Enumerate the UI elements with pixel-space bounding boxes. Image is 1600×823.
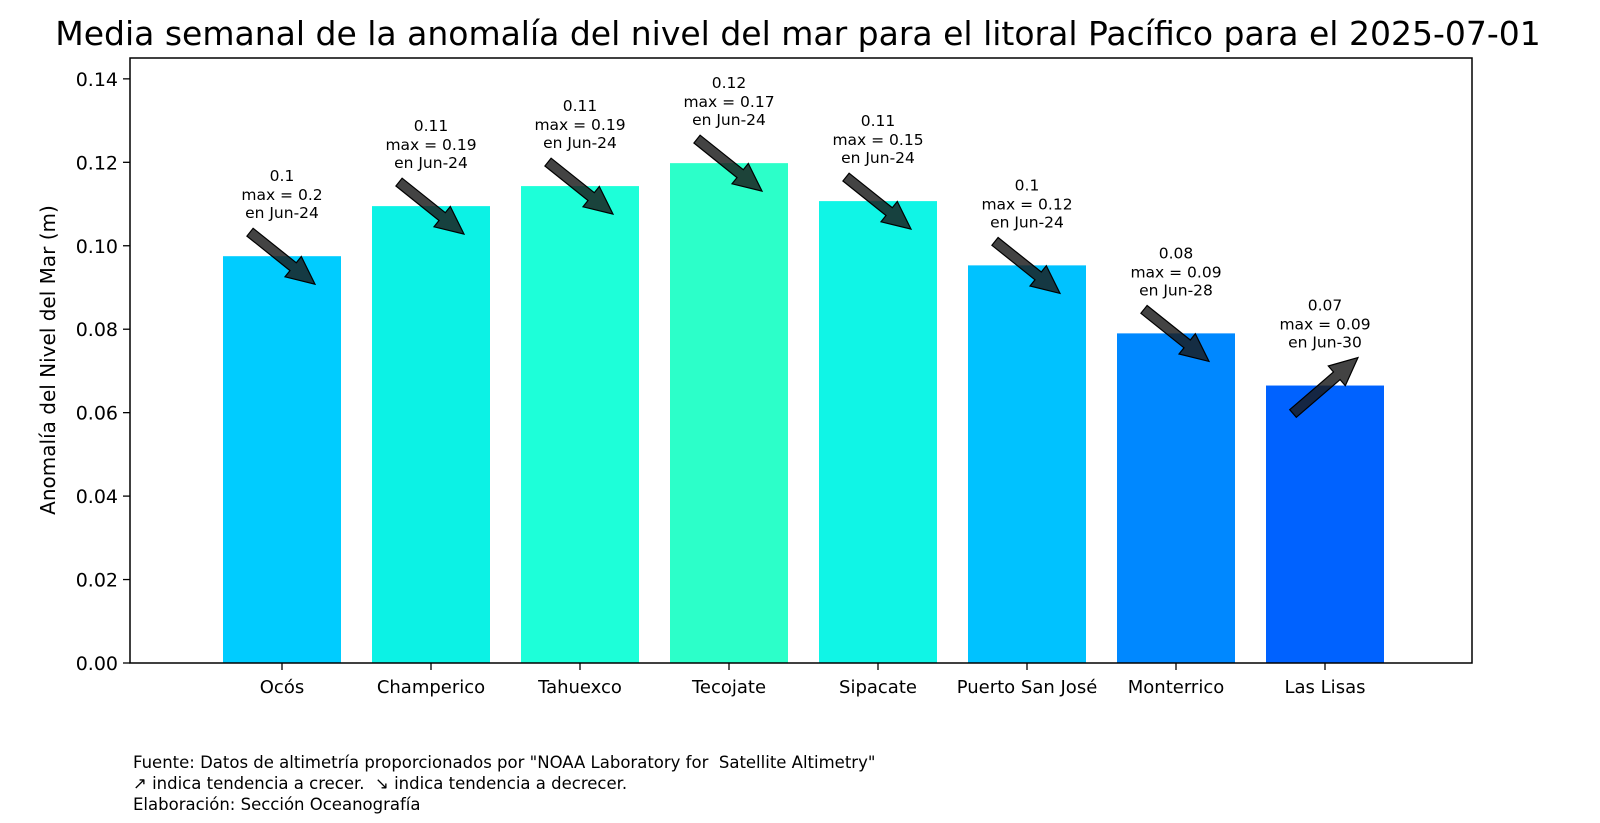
footer-credit: Elaboración: Sección Oceanografía [133,795,421,814]
annotation-date: en Jun-24 [841,149,915,167]
trend-down-arrow-icon [1140,304,1211,363]
x-tick-label: Sipacate [839,677,917,698]
x-tick-label: Champerico [377,677,485,698]
annotation-value: 0.11 [563,97,598,115]
bar [968,265,1086,663]
annotation-date: en Jun-24 [394,154,468,172]
y-tick-label: 0.00 [76,653,118,675]
x-tick-label: Las Lisas [1285,677,1366,698]
x-tick-label: Tahuexco [537,677,622,698]
annotation-value: 0.12 [712,74,747,92]
y-tick-label: 0.06 [76,403,118,425]
y-axis-label: Anomalía del Nivel del Mar (m) [36,205,60,515]
annotation-max: max = 0.12 [981,195,1072,213]
annotation-value: 0.11 [861,112,896,130]
trend-down-arrow-icon [246,227,317,286]
annotation-date: en Jun-24 [692,111,766,129]
y-tick-label: 0.14 [76,69,118,91]
bar [372,206,490,663]
annotation-max: max = 0.19 [385,136,476,154]
annotation-max: max = 0.15 [832,131,923,149]
annotation-max: max = 0.17 [683,93,774,111]
annotation-value: 0.11 [414,117,449,135]
trend-down-arrow-icon [991,236,1062,295]
annotation-date: en Jun-24 [990,213,1064,231]
annotation-value: 0.1 [1015,176,1040,194]
x-tick-label: Monterrico [1128,677,1224,698]
annotation-value: 0.07 [1308,297,1343,315]
footer-source: Fuente: Datos de altimetría proporcionad… [133,753,876,772]
bar [819,201,937,663]
trend-up-arrow-icon [1288,356,1360,419]
bar [1117,333,1235,663]
chart-title: Media semanal de la anomalía del nivel d… [55,14,1541,53]
footer-trend-note: ↗ indica tendencia a crecer. ↘ indica te… [133,774,628,793]
annotation-date: en Jun-24 [543,134,617,152]
x-tick-label: Puerto San José [957,677,1098,698]
annotation-date: en Jun-30 [1288,334,1362,352]
y-tick-label: 0.04 [76,486,118,508]
x-tick-label: Tecojate [691,677,766,698]
annotation-max: max = 0.09 [1279,316,1370,334]
annotation-value: 0.1 [270,167,295,185]
annotation-value: 0.08 [1159,244,1194,262]
y-tick-label: 0.02 [76,570,118,592]
bar [521,186,639,663]
bar [670,163,788,663]
trend-down-arrow-icon [842,172,913,230]
annotation-max: max = 0.09 [1130,263,1221,281]
trend-down-arrow-icon [395,177,466,235]
x-tick-label: Ocós [260,677,304,698]
trend-down-arrow-icon [544,157,615,215]
chart-footer: Fuente: Datos de altimetría proporcionad… [133,752,875,815]
annotation-date: en Jun-24 [245,204,319,222]
bar [1266,385,1384,663]
y-tick-label: 0.08 [76,319,118,341]
trend-down-arrow-icon [693,134,764,192]
annotation-date: en Jun-28 [1139,281,1213,299]
bar [223,256,341,663]
annotation-max: max = 0.2 [241,186,322,204]
y-tick-label: 0.12 [76,152,118,174]
plot-frame [129,57,1473,664]
y-tick-label: 0.10 [76,236,118,258]
annotation-max: max = 0.19 [534,116,625,134]
